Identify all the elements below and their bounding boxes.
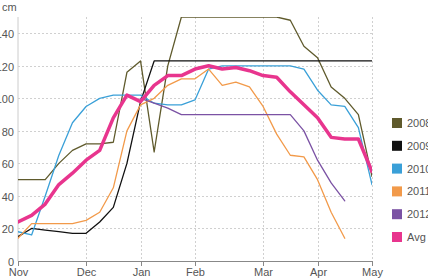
legend-label: 2011 bbox=[407, 185, 428, 197]
legend-swatch bbox=[392, 232, 402, 242]
y-tick-label: 120 bbox=[0, 61, 14, 73]
x-grid-line bbox=[263, 17, 264, 261]
x-tick-label: Jan bbox=[133, 266, 151, 278]
y-tick-label: 40 bbox=[2, 191, 14, 203]
legend-label: 2008 bbox=[407, 117, 428, 129]
x-grid-line bbox=[141, 17, 142, 261]
series-line bbox=[18, 17, 372, 180]
legend-swatch bbox=[392, 186, 402, 196]
y-grid-line bbox=[18, 228, 372, 229]
legend-swatch bbox=[392, 118, 402, 128]
y-tick-label: 100 bbox=[0, 93, 14, 105]
plot-area bbox=[18, 17, 372, 238]
legend-swatch bbox=[392, 141, 402, 151]
legend-label: 2012 bbox=[407, 208, 428, 220]
legend-label: 2010 bbox=[407, 163, 428, 175]
y-tick-label: 80 bbox=[2, 126, 14, 138]
series-line bbox=[18, 61, 372, 237]
legend-swatch bbox=[392, 209, 402, 219]
y-grid-line bbox=[18, 131, 372, 132]
x-tick-label: Feb bbox=[186, 266, 205, 278]
y-tick-label: 140 bbox=[0, 28, 14, 40]
y-tick-label: 60 bbox=[2, 158, 14, 170]
series-line bbox=[18, 66, 372, 235]
x-grid-line bbox=[318, 17, 319, 261]
x-tick-label: Apr bbox=[310, 266, 327, 278]
x-grid-line bbox=[372, 17, 373, 261]
chart-container: 020406080100120140cmNovDecJanFebMarAprMa… bbox=[0, 0, 428, 279]
x-tick-label: Mar bbox=[254, 266, 273, 278]
legend-swatch bbox=[392, 164, 402, 174]
y-grid-line bbox=[18, 196, 372, 197]
x-axis-line bbox=[18, 261, 372, 262]
legend-label: 2009 bbox=[407, 140, 428, 152]
x-tick-label: Dec bbox=[77, 266, 97, 278]
y-tick-label: 20 bbox=[2, 223, 14, 235]
y-axis-line bbox=[18, 17, 19, 261]
series-line bbox=[18, 66, 372, 222]
chart-svg: 020406080100120140cmNovDecJanFebMarAprMa… bbox=[0, 0, 428, 279]
x-grid-line bbox=[195, 17, 196, 261]
x-tick-label: Nov bbox=[9, 266, 29, 278]
y-axis-label: cm bbox=[2, 1, 17, 13]
series-line bbox=[18, 69, 345, 238]
x-grid-line bbox=[86, 17, 87, 261]
legend-label: Avg bbox=[407, 231, 426, 243]
x-tick-label: May bbox=[362, 266, 383, 278]
